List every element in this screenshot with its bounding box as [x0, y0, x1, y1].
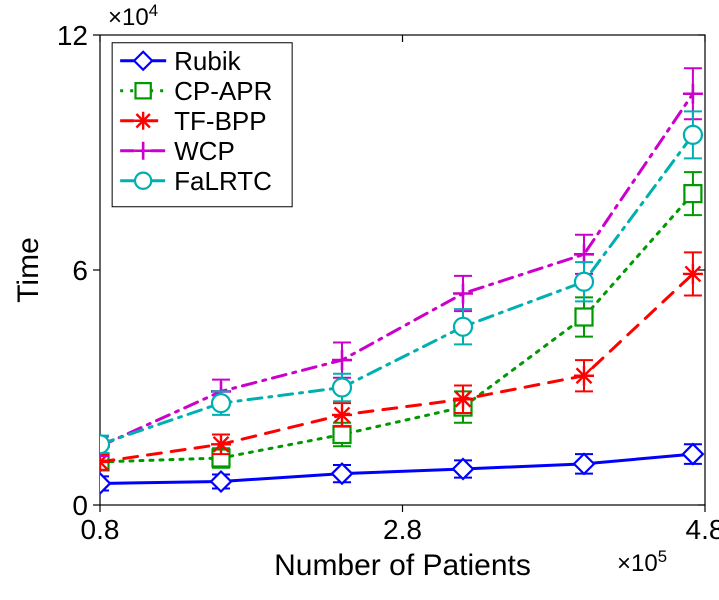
legend-label: TF-BPP — [174, 106, 266, 136]
legend-label: WCP — [174, 136, 235, 166]
y-tick-label: 0 — [72, 490, 88, 521]
x-tick-label: 2.8 — [383, 514, 422, 545]
y-axis-label: Time — [12, 237, 45, 303]
time-vs-patients-chart: 0.82.84.80612×105×104Number of PatientsT… — [0, 0, 719, 600]
x-axis-label: Number of Patients — [274, 549, 531, 582]
legend-label: Rubik — [174, 46, 241, 76]
y-tick-label: 12 — [57, 20, 88, 51]
legend-label: FaLRTC — [174, 166, 272, 196]
legend-label: CP-APR — [174, 76, 272, 106]
chart-container: 0.82.84.80612×105×104Number of PatientsT… — [0, 0, 719, 600]
x-tick-label: 4.8 — [686, 514, 719, 545]
legend: RubikCP-APRTF-BPPWCPFaLRTC — [112, 43, 292, 207]
y-tick-label: 6 — [72, 255, 88, 286]
